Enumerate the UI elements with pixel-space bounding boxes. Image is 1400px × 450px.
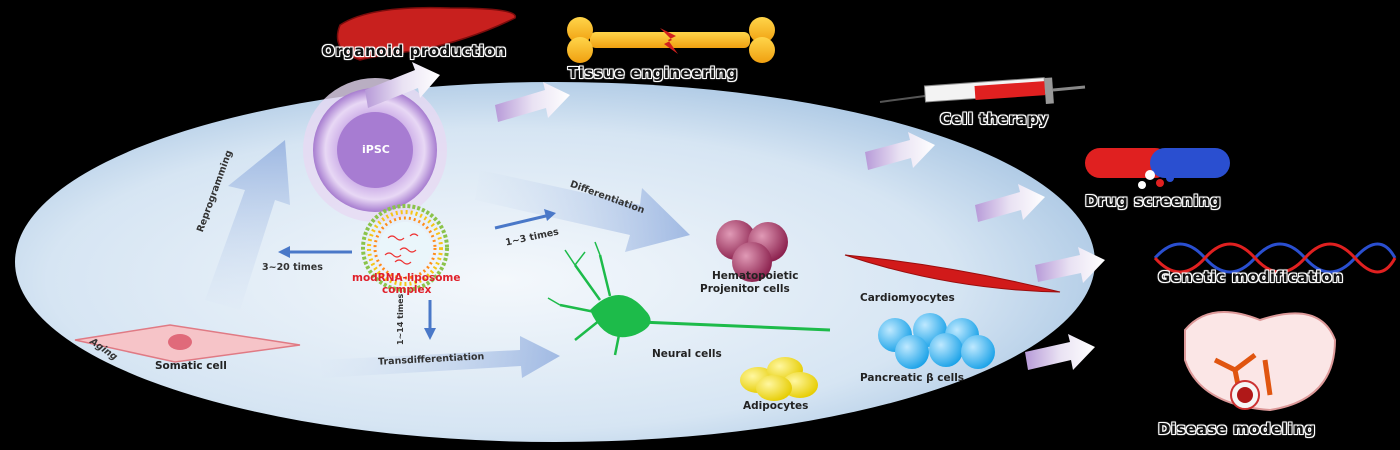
transdifferentiation-arrow <box>320 336 560 378</box>
pancreatic-cells-icon <box>878 313 995 369</box>
cell-ellipse <box>15 82 1095 442</box>
adipocytes-label: Adipocytes <box>743 400 809 412</box>
arrow-right-blue <box>494 209 556 230</box>
genetic-label: Genetic modification <box>1158 268 1344 286</box>
bone-icon <box>567 17 775 63</box>
cardiomyocytes-icon <box>844 254 1061 293</box>
hematopoietic-cells-icon <box>716 220 788 282</box>
tissue-label: Tissue engineering <box>568 64 739 82</box>
app-arrow-1 <box>365 62 440 108</box>
complex-label-line1: modRNA-liposome <box>352 272 461 284</box>
adipocytes-icon <box>740 357 818 401</box>
reprogramming-arrow <box>205 140 290 310</box>
app-arrow-2 <box>495 82 570 122</box>
times-down-label: 1~14 times <box>396 293 405 345</box>
complex-label-line2: complex <box>382 284 432 296</box>
arrow-down-blue <box>424 300 436 340</box>
somatic-cell-label: Somatic cell <box>155 360 227 372</box>
hematopoietic-label-line2: Projenitor cells <box>700 283 790 295</box>
liver-icon <box>336 6 516 61</box>
syringe-icon <box>879 77 1086 104</box>
app-arrow-3 <box>865 132 935 170</box>
disease-label: Disease modeling <box>1158 420 1316 438</box>
app-arrow-6 <box>1025 334 1095 370</box>
capsule-icon <box>1085 148 1230 189</box>
neural-cells-label: Neural cells <box>652 348 722 360</box>
app-arrow-5 <box>1035 247 1105 283</box>
drug-screening-label: Drug screening <box>1085 192 1222 210</box>
app-arrow-4 <box>975 184 1045 222</box>
dna-icon <box>1153 242 1397 274</box>
cardiomyocytes-label: Cardiomyocytes <box>860 292 955 304</box>
pancreatic-label: Pancreatic β cells <box>860 372 965 384</box>
organoid-label: Organoid production <box>322 42 507 60</box>
liposome-icon <box>361 204 449 292</box>
somatic-cell-icon <box>74 324 301 363</box>
ipsc-label: iPSC <box>362 143 390 156</box>
differentiation-arrow <box>475 170 690 252</box>
neural-cell-icon <box>547 241 831 356</box>
heart-icon <box>1184 311 1337 412</box>
cell-therapy-label: Cell therapy <box>940 110 1049 128</box>
ipsc-nucleus <box>337 112 413 188</box>
arrow-left-blue <box>278 246 352 258</box>
hematopoietic-label-line1: Hematopoietic <box>712 270 799 282</box>
times-left-label: 3~20 times <box>262 262 323 273</box>
